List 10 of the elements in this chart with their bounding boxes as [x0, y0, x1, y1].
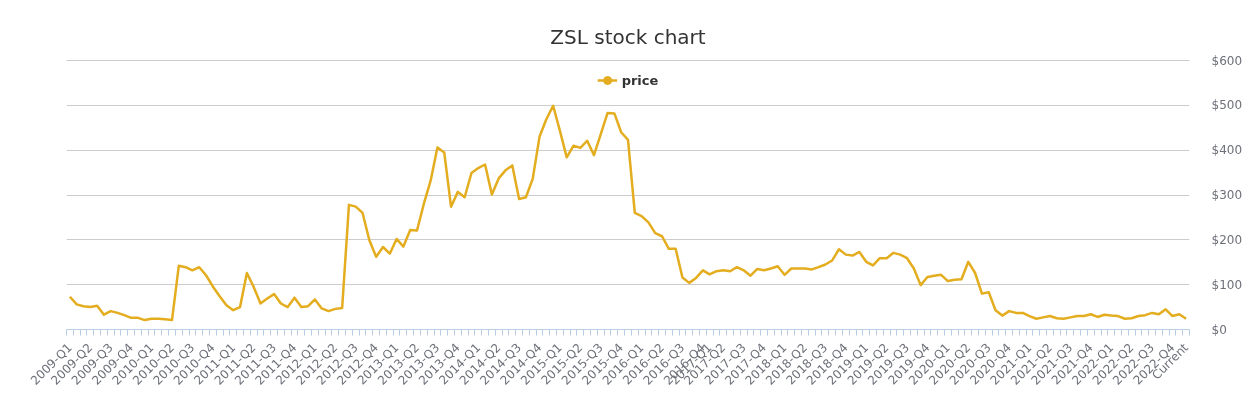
y-tick-label: $100: [1211, 277, 1243, 292]
y-tick-label: $0: [1211, 322, 1227, 337]
y-tick-label: $600: [1211, 53, 1243, 68]
line-series: [68, 104, 1188, 322]
chart-title: ZSL stock chart: [550, 24, 706, 49]
y-tick-label: $300: [1211, 188, 1243, 202]
legend-label: price: [621, 72, 659, 88]
y-tick-label: $500: [1211, 98, 1243, 113]
y-tick-label: $400: [1211, 143, 1243, 158]
y-tick-label: $200: [1211, 232, 1243, 247]
